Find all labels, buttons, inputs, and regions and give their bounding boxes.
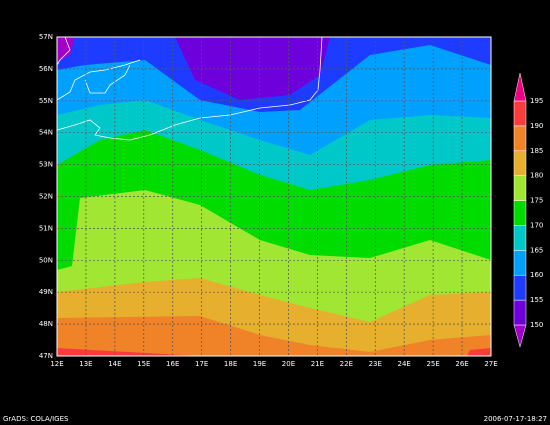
y-tick-label: 47N [39, 352, 53, 360]
colorbar-segment [513, 100, 527, 127]
colorbar: 150 155 160 165 170 175 180 185 190 195 [513, 72, 543, 348]
y-tick-label: 52N [39, 193, 53, 201]
y-tick-label: 55N [39, 97, 53, 105]
colorbar-segment [513, 324, 527, 348]
x-tick-label: 22E [340, 360, 353, 368]
band [57, 37, 75, 62]
colorbar-label: 175 [530, 197, 543, 205]
y-tick-label: 49N [39, 288, 53, 296]
colorbar-label: 180 [530, 172, 543, 180]
colorbar-label: 185 [530, 147, 543, 155]
colorbar-label: 165 [530, 246, 543, 254]
colorbar-label: 170 [530, 221, 543, 229]
y-tick-label: 51N [39, 224, 53, 232]
y-tick-label: 53N [39, 161, 53, 169]
x-tick-label: 20E [282, 360, 295, 368]
colorbar-segment [513, 72, 527, 102]
colorbar-label: 190 [530, 122, 543, 130]
x-tick-label: 12E [50, 360, 63, 368]
colorbar-segment [513, 274, 527, 301]
contour-field [57, 37, 491, 356]
x-tick-label: 14E [108, 360, 121, 368]
x-tick-label: 16E [166, 360, 179, 368]
colorbar-label: 195 [530, 97, 543, 105]
x-tick-label: 26E [455, 360, 468, 368]
x-tick-label: 25E [426, 360, 439, 368]
colorbar-segment [513, 200, 527, 226]
x-tick-label: 19E [253, 360, 266, 368]
grid [57, 37, 491, 356]
colorbar-label: 150 [530, 321, 543, 329]
colorbar-segment [513, 125, 527, 152]
y-tick-label: 48N [39, 320, 53, 328]
colorbar-label: 160 [530, 271, 543, 279]
y-tick-label: 57N [39, 33, 53, 41]
band [175, 37, 330, 100]
y-tick-label: 54N [39, 129, 53, 137]
x-tick-label: 17E [195, 360, 208, 368]
colorbar-label: 155 [530, 296, 543, 304]
colorbar-segment [513, 175, 527, 201]
plot-frame [56, 36, 492, 357]
x-tick-label: 21E [311, 360, 324, 368]
band [57, 348, 200, 356]
x-tick-label: 15E [137, 360, 150, 368]
coastline [57, 37, 323, 141]
footer-left: GrADS: COLA/IGES [3, 415, 69, 423]
x-tick-label: 27E [484, 360, 497, 368]
x-tick-label: 23E [369, 360, 382, 368]
x-tick-label: 18E [224, 360, 237, 368]
band [57, 316, 491, 356]
colorbar-segment [513, 225, 527, 251]
x-tick-label: 24E [398, 360, 411, 368]
y-tick-label: 56N [39, 65, 53, 73]
colorbar-segment [513, 250, 527, 276]
band [467, 348, 491, 356]
x-tick-label: 13E [79, 360, 92, 368]
colorbar-segment [513, 299, 527, 326]
y-tick-label: 50N [39, 256, 53, 264]
colorbar-segment [513, 150, 527, 176]
footer-right: 2006-07-17-18:27 [484, 415, 547, 423]
